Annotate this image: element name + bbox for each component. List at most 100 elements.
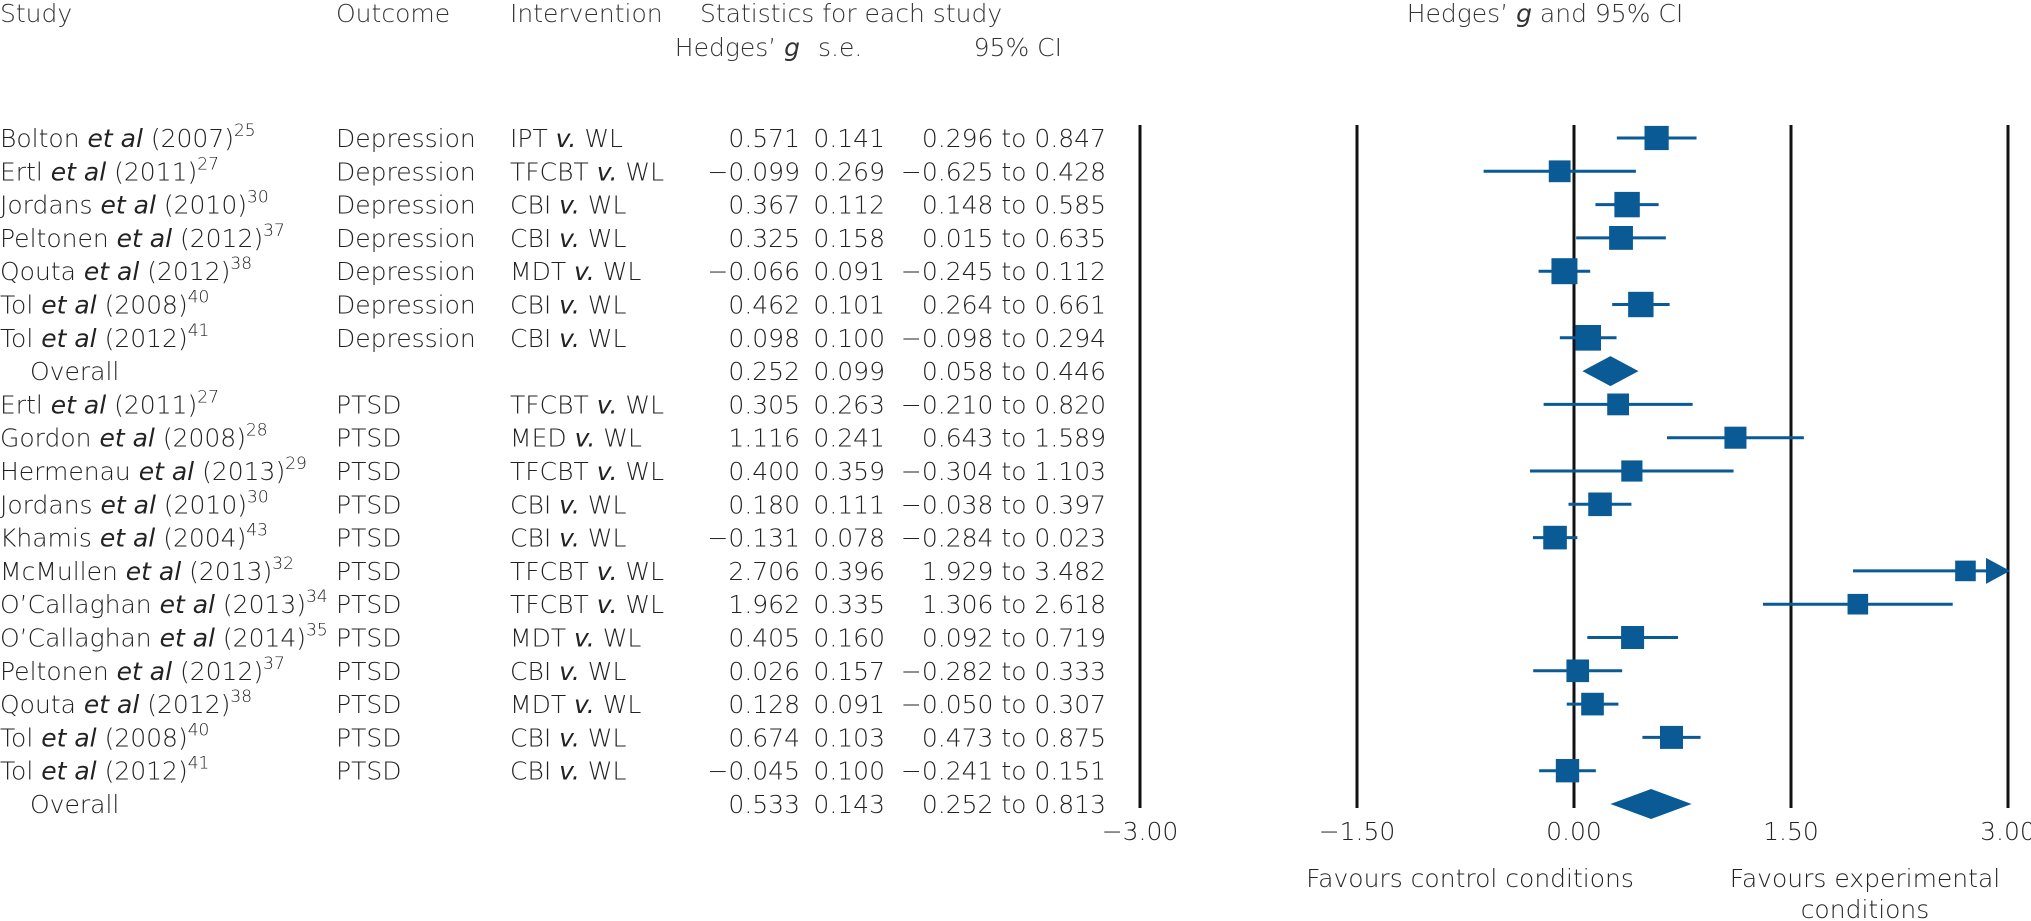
hedges-g-cell: 1.962 [728,590,800,619]
header-statistics: Statistics for each study [700,0,1002,28]
outcome-cell: Depression [336,191,476,220]
intervention-cell: IPT v. WL [510,124,623,153]
se-cell: 0.241 [813,424,885,453]
effect-square [1555,759,1580,783]
study-row: Khamis et al (2004)43 PTSD CBI v. WL −0.131… [0,521,1106,553]
overall-label: Overall [30,357,119,386]
effect-square [1607,393,1630,416]
effect-square [1724,426,1747,449]
favours-experimental-label-line1: Favours experimental [1730,864,2000,893]
hedges-g-cell: 0.674 [728,723,800,752]
intervention-cell: CBI v. WL [510,723,627,752]
overall-row: Overall 0.533 0.143 0.252 to 0.813 [30,790,1106,819]
study-row: Ertl et al (2011)27 PTSD TFCBT v. WL 0.305 0… [0,387,1106,419]
se-cell: 0.269 [813,157,885,186]
intervention-cell: CBI v. WL [510,657,627,686]
outcome-cell: PTSD [336,757,401,786]
hedges-g-cell: 0.305 [728,390,800,419]
study-row: Hermenau et al (2013)29 PTSD TFCBT v. WL 0.… [0,454,1106,486]
ci-cell: 0.643 to 1.589 [922,424,1106,453]
ci-cell: 0.296 to 0.847 [922,124,1106,153]
overall-diamond [1582,356,1639,387]
intervention-cell: TFCBT v. WL [510,457,664,486]
outcome-cell: PTSD [336,524,401,553]
study-name: Tol et al (2008)40 [0,720,209,752]
effect-square [1955,560,1976,582]
effect-square [1609,225,1633,250]
outcome-cell: Depression [336,124,476,153]
x-tick-label: −3.00 [1102,817,1179,846]
study-row: O’Callaghan et al (2014)35 PTSD MDT v. WL 0… [0,621,1106,653]
outcome-cell: PTSD [336,590,401,619]
hedges-g-cell: 0.128 [728,690,800,719]
ci-cell: −0.284 to 0.023 [901,524,1106,553]
se-cell: 0.160 [813,624,885,653]
x-tick-label: 3.00 [1980,817,2031,846]
se-cell: 0.103 [813,723,885,752]
intervention-cell: MDT v. WL [510,690,641,719]
study-row: Qouta et al (2012)38 Depression MDT v. WL −… [0,254,1106,286]
ci-cell: 0.092 to 0.719 [922,624,1106,653]
study-name: Jordans et al (2010)30 [0,188,269,220]
se-cell: 0.100 [813,757,885,786]
x-tick-label: 0.00 [1546,817,1602,846]
overall-label: Overall [30,790,119,819]
se-cell: 0.359 [813,457,885,486]
favours-experimental-label-line2: conditions [1801,895,1930,921]
study-row: Peltonen et al (2012)37 PTSD CBI v. WL 0.02… [0,654,1106,686]
hedges-g-cell: −0.066 [707,257,800,286]
intervention-cell: TFCBT v. WL [510,557,664,586]
outcome-cell: PTSD [336,723,401,752]
study-name: Jordans et al (2010)30 [0,487,269,519]
intervention-cell: MDT v. WL [510,624,641,653]
header-outcome: Outcome [336,0,450,28]
hedges-g-cell: 1.116 [728,424,800,453]
study-name: Peltonen et al (2012)37 [0,221,285,253]
hedges-g-cell: 0.462 [728,291,800,320]
header-ci: 95% CI [974,33,1062,62]
intervention-cell: CBI v. WL [510,291,627,320]
intervention-cell: TFCBT v. WL [510,157,664,186]
se-cell: 0.111 [813,490,885,519]
study-name: Peltonen et al (2012)37 [0,654,285,686]
effect-square [1621,460,1643,482]
se-cell: 0.091 [813,690,885,719]
x-tick-label: −1.50 [1319,817,1396,846]
study-name: Khamis et al (2004)43 [0,521,268,553]
x-tick-label: 1.50 [1763,817,1819,846]
ci-cell: −0.625 to 0.428 [901,157,1106,186]
ci-cell: 1.306 to 2.618 [922,590,1106,619]
se-cell: 0.112 [813,191,885,220]
study-row: Qouta et al (2012)38 PTSD MDT v. WL 0.128 0.… [0,687,1106,719]
se-cell: 0.101 [813,291,885,320]
hedges-g-cell: 0.367 [728,191,800,220]
study-name: Tol et al (2008)40 [0,288,209,320]
header-hedges-g: Hedges’ g [675,33,800,62]
plot-marks [1483,125,2010,819]
effect-square [1543,525,1567,550]
outcome-cell: Depression [336,224,476,253]
overall-row: Overall 0.252 0.099 0.058 to 0.446 [30,357,1106,386]
intervention-cell: TFCBT v. WL [510,390,664,419]
study-row: McMullen et al (2013)32 PTSD TFCBT v. WL 2.… [0,554,1106,586]
hedges-g-cell: 0.405 [728,624,800,653]
intervention-cell: CBI v. WL [510,757,627,786]
ci-cell: 0.473 to 0.875 [922,723,1106,752]
ci-cell: −0.050 to 0.307 [901,690,1106,719]
study-name: McMullen et al (2013)32 [0,554,294,586]
se-cell: 0.143 [813,790,885,819]
hedges-g-cell: 0.180 [728,490,800,519]
intervention-cell: MED v. WL [510,424,642,453]
ci-cell: −0.038 to 0.397 [901,490,1106,519]
ci-cell: 0.148 to 0.585 [922,191,1106,220]
outcome-cell: PTSD [336,424,401,453]
hedges-g-cell: 0.252 [728,357,800,386]
se-cell: 0.099 [813,357,885,386]
ci-cell: 0.058 to 0.446 [922,357,1106,386]
ci-cell: 0.252 to 0.813 [922,790,1106,819]
outcome-cell: Depression [336,324,476,353]
effect-square [1551,258,1578,285]
ci-cell: −0.304 to 1.103 [901,457,1106,486]
hedges-g-cell: 2.706 [728,557,800,586]
header-study: Study [0,0,72,28]
